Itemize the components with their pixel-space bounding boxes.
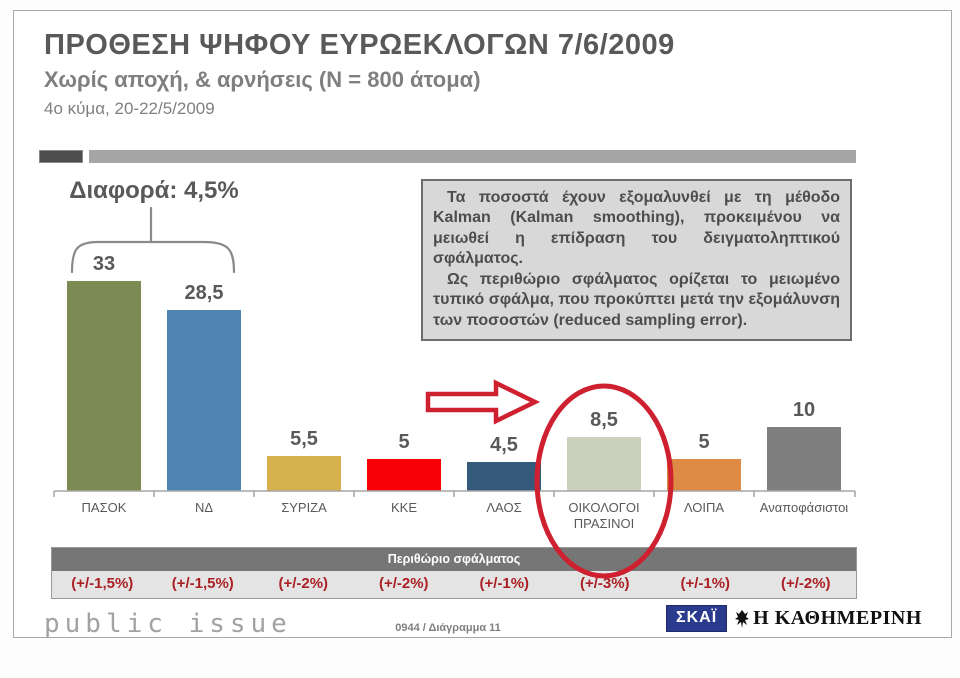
bar-column-7: 5 ΛΟΙΠΑ <box>654 11 754 515</box>
public-issue-logo: public issue <box>44 609 292 639</box>
bar-column-2: 28,5 ΝΔ <box>154 11 254 515</box>
bar-value-label: 28,5 <box>184 282 224 304</box>
decorative-bar-gray <box>89 150 856 163</box>
bar-category-label: ΛΟΙΠΑ <box>683 500 725 515</box>
bar <box>567 437 641 491</box>
error-margin-header: Περιθώριο σφάλματος <box>52 548 856 571</box>
error-margin-cell: (+/-1%) <box>479 575 530 592</box>
bar-value-label: 5 <box>398 431 410 453</box>
bar-category-label: ΠΑΣΟΚ <box>81 500 127 515</box>
bar-column-8: 10 Αναποφάσιστοι <box>754 11 854 515</box>
error-margin-table: Περιθώριο σφάλματος (+/-1,5%) (+/-1,5%) (+… <box>51 547 857 599</box>
error-margin-cell: (+/-2%) <box>378 575 429 592</box>
bar-column-1: 33 ΠΑΣΟΚ <box>54 11 154 515</box>
error-margin-cell: (+/-2%) <box>278 575 329 592</box>
error-margin-cell: (+/-1,5%) <box>71 575 134 592</box>
bar <box>767 427 841 491</box>
bar-category-label: ΣΥΡΙΖΑ <box>281 500 327 515</box>
bar-category-label: ΟΙΚΟΛΟΓΟΙ ΠΡΑΣΙΝΟΙ <box>568 500 640 532</box>
survey-wave-label: 4ο κύμα, 20-22/5/2009 <box>44 99 215 118</box>
bar-category-label: ΚΚΕ <box>390 500 417 515</box>
kalman-note-paragraph: Ως περιθώριο σφάλματος ορίζεται το μειωμ… <box>433 270 840 329</box>
decorative-bar-dark <box>39 150 83 163</box>
chart-reference-number: 0944 / Διάγραμμα 11 <box>395 622 501 634</box>
bar-column-4: 5 ΚΚΕ <box>354 11 454 515</box>
error-margin-cell: (+/-1%) <box>680 575 731 592</box>
bar-column-3: 5,5 ΣΥΡΙΖΑ <box>254 11 354 515</box>
error-margin-cell: (+/-3%) <box>579 575 630 592</box>
bar-value-label: 33 <box>92 253 116 275</box>
slide: ΠΡΟΘΕΣΗ ΨΗΦΟΥ ΕΥΡΩΕΚΛΟΓΩΝ 7/6/2009 Χωρίς… <box>13 10 953 639</box>
kathimerini-logo: Η ΚΑΘΗΜΕΡΙΝΗ <box>734 607 922 630</box>
bar-value-label: 10 <box>792 399 816 421</box>
bar <box>67 281 141 491</box>
difference-label: Διαφορά: 4,5% <box>69 177 239 204</box>
bar-category-label: Αναποφάσιστοι <box>759 500 849 515</box>
bar-column-6: 8,5 ΟΙΚΟΛΟΓΟΙ ΠΡΑΣΙΝΟΙ <box>554 11 654 531</box>
bar <box>167 310 241 491</box>
error-margin-row: (+/-1,5%) (+/-1,5%) (+/-2%) (+/-2%) (+/-1%) (… <box>52 571 856 598</box>
skai-logo: ΣΚΑΪ <box>666 605 728 632</box>
bar-category-label: ΝΔ <box>194 500 214 515</box>
bar-value-label: 4,5 <box>490 434 518 456</box>
bar <box>467 462 541 491</box>
bar-value-label: 5 <box>698 431 710 453</box>
kathimerini-eagle-icon <box>735 609 750 628</box>
page-subtitle: Χωρίς αποχή, & αρνήσεις (N = 800 άτομα) <box>44 67 481 92</box>
bar-category-label: ΛΑΟΣ <box>486 500 522 515</box>
bar <box>667 459 741 491</box>
error-margin-cell: (+/-2%) <box>780 575 831 592</box>
bar-chart: 33 ΠΑΣΟΚ 28,5 ΝΔ 5,5 ΣΥΡΙΖΑ 5 ΚΚΕ 4,5 ΛΑΟΣ 8,5 ΟΙΚΟ… <box>14 11 953 639</box>
kalman-note-paragraph: Τα ποσοστά έχουν εξομαλυνθεί με τη μέθοδ… <box>433 189 840 268</box>
bar-value-label: 8,5 <box>590 409 618 431</box>
kathimerini-logo-text: Η ΚΑΘΗΜΕΡΙΝΗ <box>753 607 922 629</box>
bar-column-5: 4,5 ΛΑΟΣ <box>454 11 554 515</box>
kalman-note-box: Τα ποσοστά έχουν εξομαλυνθεί με τη μέθοδ… <box>421 179 852 342</box>
error-margin-cell: (+/-1,5%) <box>171 575 234 592</box>
bar <box>367 459 441 491</box>
bar <box>267 456 341 491</box>
media-logos: ΣΚΑΪ Η ΚΑΘΗΜΕΡΙΝΗ <box>666 605 922 632</box>
page-title: ΠΡΟΘΕΣΗ ΨΗΦΟΥ ΕΥΡΩΕΚΛΟΓΩΝ 7/6/2009 <box>44 29 675 61</box>
bar-value-label: 5,5 <box>290 428 318 450</box>
